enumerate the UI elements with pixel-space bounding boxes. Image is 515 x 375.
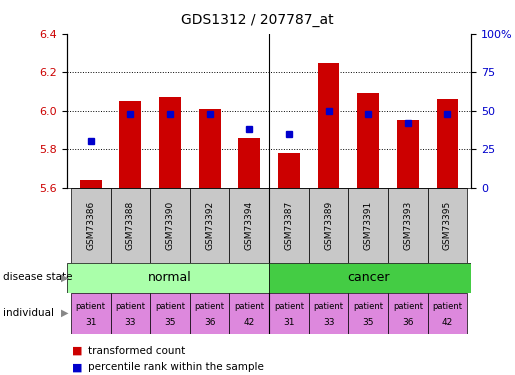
- Text: 31: 31: [85, 318, 96, 327]
- Text: GSM73394: GSM73394: [245, 200, 254, 250]
- Bar: [71, 188, 111, 262]
- Bar: [427, 292, 467, 334]
- Bar: [150, 292, 190, 334]
- Text: patient: patient: [234, 302, 264, 311]
- Text: GSM73395: GSM73395: [443, 200, 452, 250]
- Bar: [278, 153, 300, 188]
- Text: ▶: ▶: [61, 308, 68, 318]
- Bar: [357, 93, 379, 188]
- Text: patient: patient: [314, 302, 344, 311]
- Text: patient: patient: [353, 302, 383, 311]
- Text: percentile rank within the sample: percentile rank within the sample: [88, 363, 264, 372]
- Text: GSM73386: GSM73386: [86, 200, 95, 250]
- Bar: [308, 188, 348, 262]
- Bar: [388, 292, 427, 334]
- Text: 35: 35: [363, 318, 374, 327]
- Text: patient: patient: [195, 302, 225, 311]
- Text: 36: 36: [402, 318, 414, 327]
- Text: 33: 33: [125, 318, 136, 327]
- Bar: [67, 262, 269, 292]
- Text: 35: 35: [164, 318, 176, 327]
- Bar: [437, 99, 458, 188]
- Bar: [230, 188, 269, 262]
- Bar: [71, 292, 111, 334]
- Text: patient: patient: [115, 302, 145, 311]
- Bar: [111, 292, 150, 334]
- Text: patient: patient: [274, 302, 304, 311]
- Text: 33: 33: [323, 318, 334, 327]
- Text: disease state: disease state: [3, 273, 72, 282]
- Bar: [119, 101, 141, 188]
- Bar: [269, 188, 308, 262]
- Bar: [150, 188, 190, 262]
- Text: transformed count: transformed count: [88, 346, 185, 355]
- Bar: [230, 292, 269, 334]
- Text: ■: ■: [72, 346, 82, 355]
- Text: 36: 36: [204, 318, 215, 327]
- Text: ■: ■: [72, 363, 82, 372]
- Bar: [348, 292, 388, 334]
- Bar: [269, 292, 308, 334]
- Text: GSM73390: GSM73390: [165, 200, 175, 250]
- Bar: [308, 292, 348, 334]
- Text: GDS1312 / 207787_at: GDS1312 / 207787_at: [181, 13, 334, 27]
- Text: GSM73392: GSM73392: [205, 200, 214, 250]
- Bar: [199, 109, 220, 188]
- Text: patient: patient: [76, 302, 106, 311]
- Bar: [348, 188, 388, 262]
- Text: normal: normal: [148, 271, 192, 284]
- Text: GSM73391: GSM73391: [364, 200, 373, 250]
- Text: GSM73389: GSM73389: [324, 200, 333, 250]
- Bar: [388, 188, 427, 262]
- Text: patient: patient: [393, 302, 423, 311]
- Text: GSM73387: GSM73387: [284, 200, 294, 250]
- Text: GSM73393: GSM73393: [403, 200, 413, 250]
- Text: ▶: ▶: [61, 273, 68, 282]
- Text: patient: patient: [433, 302, 462, 311]
- Bar: [159, 97, 181, 188]
- Text: 31: 31: [283, 318, 295, 327]
- Text: GSM73388: GSM73388: [126, 200, 135, 250]
- Bar: [111, 188, 150, 262]
- Bar: [190, 292, 230, 334]
- Bar: [238, 138, 260, 188]
- Text: 42: 42: [244, 318, 255, 327]
- Bar: [397, 120, 419, 188]
- Bar: [427, 188, 467, 262]
- Text: 42: 42: [442, 318, 453, 327]
- Text: patient: patient: [155, 302, 185, 311]
- Bar: [80, 180, 101, 188]
- Text: individual: individual: [3, 308, 54, 318]
- Bar: [318, 63, 339, 188]
- Text: cancer: cancer: [347, 271, 389, 284]
- Bar: [269, 262, 471, 292]
- Bar: [190, 188, 230, 262]
